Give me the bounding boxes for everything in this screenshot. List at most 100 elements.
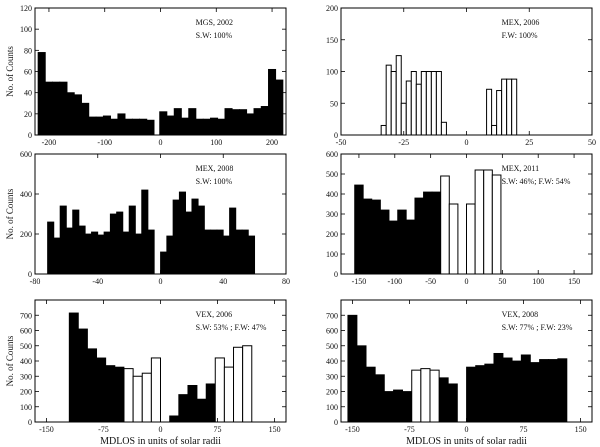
bar <box>214 357 225 423</box>
chart-annotation: S.W: 77% ; F.W: 23% <box>502 323 573 332</box>
bar <box>425 71 432 136</box>
bar <box>380 209 390 275</box>
x-tick-label: -100 <box>97 138 112 147</box>
bar <box>131 118 140 136</box>
x-tick-label: -80 <box>30 277 41 286</box>
chart-panel-3: -80 -40 0 40 80 0 200 400 600 MEX, 2008 S.W: 100% N… <box>5 150 290 286</box>
chart-panel-4: -150 -100 -50 0 50 100 150 0 100 200 300 400 500 600 M… <box>326 150 593 286</box>
bar <box>423 191 433 275</box>
bar <box>222 235 230 275</box>
bar <box>44 81 53 136</box>
bar <box>496 90 503 136</box>
bar <box>506 78 513 136</box>
bar <box>520 354 531 423</box>
x-tick-label: 25 <box>525 138 533 147</box>
bar <box>356 345 367 423</box>
y-tick-label: 200 <box>326 4 338 13</box>
y-tick-label: 60 <box>24 68 32 77</box>
x-tick-label: 150 <box>568 277 580 286</box>
bar <box>365 366 376 423</box>
x-axis-label: MDLOS in units of solar radii <box>406 436 527 447</box>
y-tick-label: 500 <box>326 342 338 351</box>
bar <box>395 55 402 136</box>
y-tick-label: 0 <box>28 131 32 140</box>
y-tick-label: 0 <box>334 131 338 140</box>
x-tick-label: -150 <box>345 425 360 434</box>
bar <box>435 71 442 136</box>
bar <box>195 118 204 136</box>
bar <box>475 365 486 423</box>
bar <box>447 383 458 423</box>
bar <box>430 71 437 136</box>
bar <box>440 175 450 275</box>
bar <box>347 314 358 423</box>
bar <box>491 174 502 275</box>
bar <box>87 348 98 423</box>
bar <box>385 64 392 136</box>
bar <box>160 251 168 275</box>
chart-panel-5: -150 -75 0 75 150 0 100 200 300 400 500 600 700 VEX, … <box>5 299 287 447</box>
x-tick-label: 80 <box>282 277 290 286</box>
y-tick-label: 20 <box>24 110 32 119</box>
y-tick-label: 80 <box>24 46 32 55</box>
bar <box>253 108 262 136</box>
chart-title: MEX, 2006 <box>502 18 540 27</box>
bar <box>438 377 449 423</box>
y-tick-label: 400 <box>326 190 338 199</box>
chart-title: MEX, 2011 <box>502 164 539 173</box>
bar <box>105 365 116 423</box>
bar <box>53 237 61 275</box>
y-tick-label: 200 <box>20 388 32 397</box>
y-tick-label: 0 <box>334 270 338 279</box>
x-tick-label: 100 <box>532 277 544 286</box>
bar <box>233 346 244 423</box>
bar <box>109 213 117 275</box>
bar <box>166 235 174 275</box>
bar <box>371 199 381 275</box>
bar <box>529 362 540 423</box>
bar <box>205 383 216 423</box>
bar <box>268 68 277 136</box>
bar <box>388 220 399 275</box>
bar <box>197 205 205 275</box>
x-tick-label: 50 <box>498 277 506 286</box>
bar <box>260 106 269 136</box>
bar <box>210 229 218 275</box>
x-tick-label: 200 <box>266 138 278 147</box>
y-tick-label: 600 <box>326 150 338 159</box>
bar <box>95 116 104 136</box>
bar <box>96 357 107 423</box>
bar <box>548 359 559 423</box>
y-tick-label: 100 <box>20 403 32 412</box>
y-tick-label: 600 <box>326 327 338 336</box>
bar <box>229 207 237 275</box>
bar <box>37 52 46 136</box>
bar <box>188 108 197 136</box>
y-tick-label: 200 <box>326 388 338 397</box>
y-tick-label: 700 <box>326 311 338 320</box>
y-tick-label: 300 <box>20 372 32 381</box>
bar <box>420 71 427 136</box>
x-tick-label: 0 <box>465 138 469 147</box>
bar <box>415 83 422 136</box>
bar <box>217 118 226 136</box>
bar <box>491 124 498 136</box>
bar <box>397 209 407 275</box>
x-tick-label: 0 <box>465 277 469 286</box>
bar <box>431 191 442 275</box>
bar <box>172 199 180 275</box>
y-tick-label: 100 <box>326 250 338 259</box>
bar <box>191 198 199 275</box>
y-tick-label: 300 <box>326 372 338 381</box>
bar <box>72 209 80 275</box>
bar <box>103 231 111 275</box>
x-tick-label: -200 <box>42 138 57 147</box>
bar <box>502 357 513 423</box>
bar <box>420 368 431 423</box>
y-tick-label: 100 <box>326 68 338 77</box>
bar <box>354 184 364 275</box>
x-tick-label: 75 <box>214 425 222 434</box>
y-tick-label: 200 <box>20 230 32 239</box>
chart-title: MGS, 2002 <box>196 18 233 27</box>
